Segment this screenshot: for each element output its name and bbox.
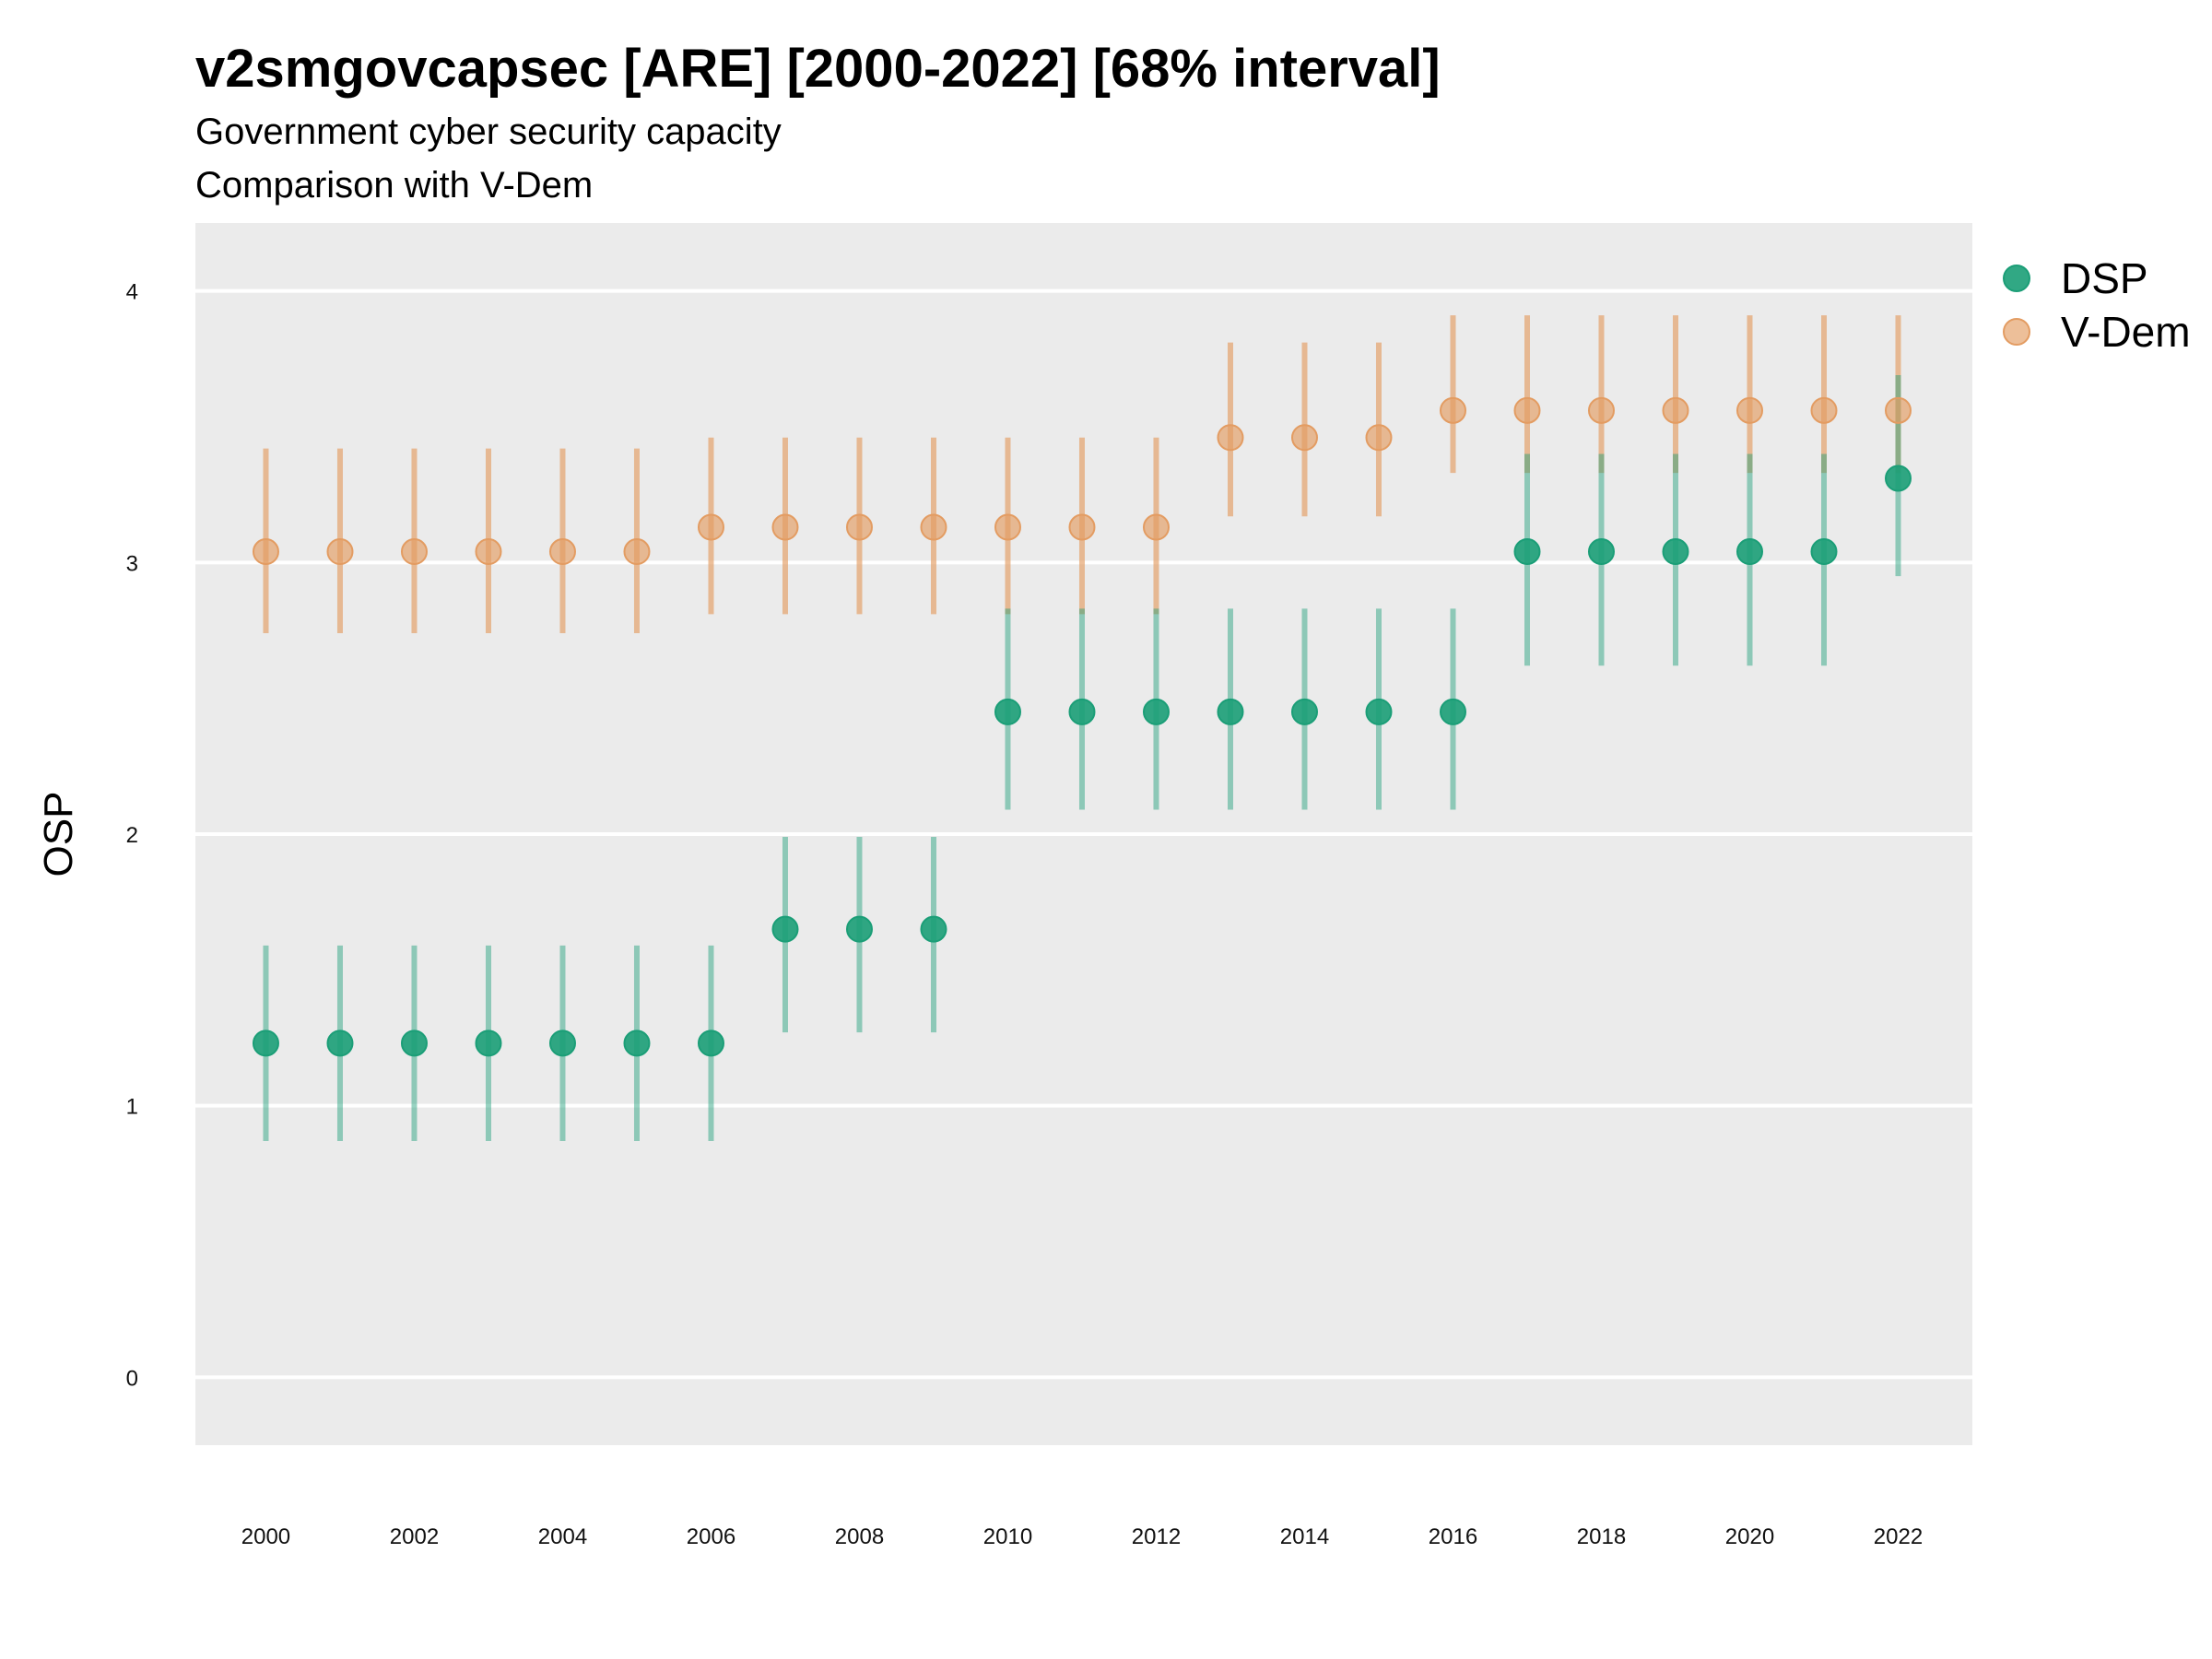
point-dsp-2011 [1068,698,1096,725]
y-axis-ticks: 0 1 2 3 4 [126,280,138,1392]
point-dsp-2004 [548,1030,576,1057]
point-vdem-2014 [1290,424,1318,452]
point-vdem-2001 [326,538,354,566]
legend-label-dsp: DSP [2061,254,2148,302]
point-dsp-2013 [1217,698,1244,725]
y-tick-label: 3 [126,551,138,576]
point-dsp-2012 [1142,698,1170,725]
point-dsp-2007 [771,915,799,943]
x-tick-label: 2002 [390,1524,439,1549]
point-vdem-2003 [475,538,502,566]
y-axis-label: OSP [36,792,81,877]
x-tick-label: 2008 [835,1524,884,1549]
x-tick-label: 2012 [1132,1524,1181,1549]
legend: DSP V-Dem [2003,254,2191,356]
x-tick-label: 2014 [1280,1524,1329,1549]
point-vdem-2004 [548,538,576,566]
x-tick-label: 2000 [241,1524,290,1549]
point-dsp-2001 [326,1030,354,1057]
x-tick-label: 2010 [983,1524,1032,1549]
y-tick-label: 0 [126,1366,138,1391]
point-vdem-2021 [1810,396,1838,424]
point-vdem-2012 [1142,513,1170,541]
data-marks [252,315,1912,1141]
point-dsp-2003 [475,1030,502,1057]
point-dsp-2010 [994,698,1021,725]
x-tick-label: 2020 [1725,1524,1774,1549]
point-vdem-2022 [1884,396,1912,424]
point-vdem-2006 [697,513,724,541]
point-dsp-2009 [920,915,947,943]
point-dsp-2015 [1365,698,1393,725]
point-dsp-2014 [1290,698,1318,725]
point-vdem-2005 [623,538,651,566]
y-tick-label: 4 [126,280,138,305]
legend-marker-dsp [2003,265,2030,292]
x-tick-label: 2018 [1577,1524,1626,1549]
y-tick-label: 2 [126,823,138,848]
chart-subtitle-2: Comparison with V-Dem [195,165,593,206]
point-vdem-2002 [400,538,428,566]
point-dsp-2019 [1662,538,1689,566]
point-dsp-2017 [1513,538,1541,566]
point-dsp-2018 [1587,538,1615,566]
point-vdem-2007 [771,513,799,541]
y-tick-label: 1 [126,1095,138,1120]
point-dsp-2002 [400,1030,428,1057]
point-vdem-2011 [1068,513,1096,541]
point-vdem-2019 [1662,396,1689,424]
legend-marker-vdem [2003,318,2030,346]
point-dsp-2006 [697,1030,724,1057]
chart-title: v2smgovcapsec [ARE] [2000-2022] [68% int… [195,39,1441,99]
legend-label-vdem: V-Dem [2061,308,2191,356]
point-vdem-2015 [1365,424,1393,452]
point-dsp-2020 [1735,538,1763,566]
x-tick-label: 2022 [1874,1524,1923,1549]
point-vdem-2020 [1735,396,1763,424]
point-dsp-2016 [1439,698,1466,725]
point-vdem-2009 [920,513,947,541]
point-vdem-2008 [845,513,873,541]
x-tick-label: 2006 [687,1524,735,1549]
point-vdem-2016 [1439,396,1466,424]
x-tick-label: 2004 [538,1524,587,1549]
point-vdem-2010 [994,513,1021,541]
chart-subtitle: Government cyber security capacity [195,112,782,152]
point-vdem-2018 [1587,396,1615,424]
point-dsp-2022 [1884,465,1912,492]
point-vdem-2013 [1217,424,1244,452]
point-dsp-2021 [1810,538,1838,566]
point-dsp-2000 [252,1030,279,1057]
point-vdem-2017 [1513,396,1541,424]
x-tick-label: 2016 [1429,1524,1477,1549]
point-dsp-2008 [845,915,873,943]
point-dsp-2005 [623,1030,651,1057]
point-vdem-2000 [252,538,279,566]
x-axis-ticks: 2000 2002 2004 2006 2008 2010 2012 2014 2016 2018… [241,1524,1923,1549]
